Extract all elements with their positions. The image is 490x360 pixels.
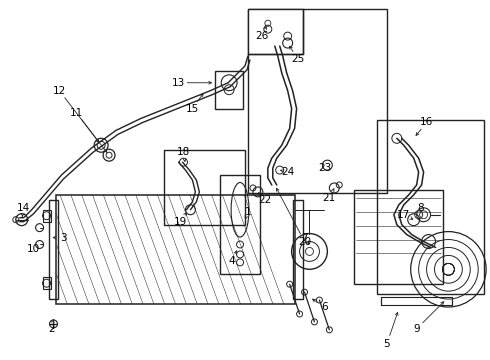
Bar bbox=[377, 121, 484, 294]
Text: 12: 12 bbox=[53, 86, 66, 96]
Text: 22: 22 bbox=[258, 195, 271, 205]
Text: 11: 11 bbox=[70, 108, 83, 117]
Bar bbox=[43, 277, 50, 289]
Bar bbox=[248, 9, 387, 193]
Text: 20: 20 bbox=[298, 237, 311, 247]
Text: 10: 10 bbox=[27, 244, 40, 255]
Text: 23: 23 bbox=[318, 163, 331, 173]
Text: 8: 8 bbox=[417, 203, 424, 213]
Text: 21: 21 bbox=[323, 193, 336, 203]
Text: 1: 1 bbox=[245, 207, 251, 217]
Bar bbox=[215, 71, 243, 109]
Text: 24: 24 bbox=[281, 167, 294, 177]
Bar bbox=[381, 297, 452, 305]
Text: 16: 16 bbox=[420, 117, 433, 127]
Text: 14: 14 bbox=[17, 203, 30, 213]
Bar bbox=[49, 200, 58, 299]
Bar bbox=[43, 210, 50, 222]
Text: 4: 4 bbox=[229, 256, 235, 266]
Bar bbox=[164, 150, 245, 225]
Text: 2: 2 bbox=[48, 324, 55, 334]
Text: 13: 13 bbox=[172, 78, 185, 88]
Bar bbox=[56, 195, 294, 304]
Bar bbox=[354, 190, 443, 284]
Text: 5: 5 bbox=[384, 339, 390, 349]
Text: 19: 19 bbox=[174, 217, 187, 227]
Text: 15: 15 bbox=[186, 104, 199, 113]
Bar bbox=[220, 175, 260, 274]
Text: 7: 7 bbox=[301, 233, 308, 243]
Text: 25: 25 bbox=[291, 54, 304, 64]
Text: 26: 26 bbox=[255, 31, 269, 41]
Bar bbox=[248, 9, 302, 54]
Text: 6: 6 bbox=[321, 302, 328, 312]
Text: 9: 9 bbox=[414, 324, 420, 334]
Text: 18: 18 bbox=[177, 147, 190, 157]
Text: 17: 17 bbox=[397, 210, 411, 220]
Bar bbox=[293, 200, 302, 299]
Text: 3: 3 bbox=[60, 233, 67, 243]
